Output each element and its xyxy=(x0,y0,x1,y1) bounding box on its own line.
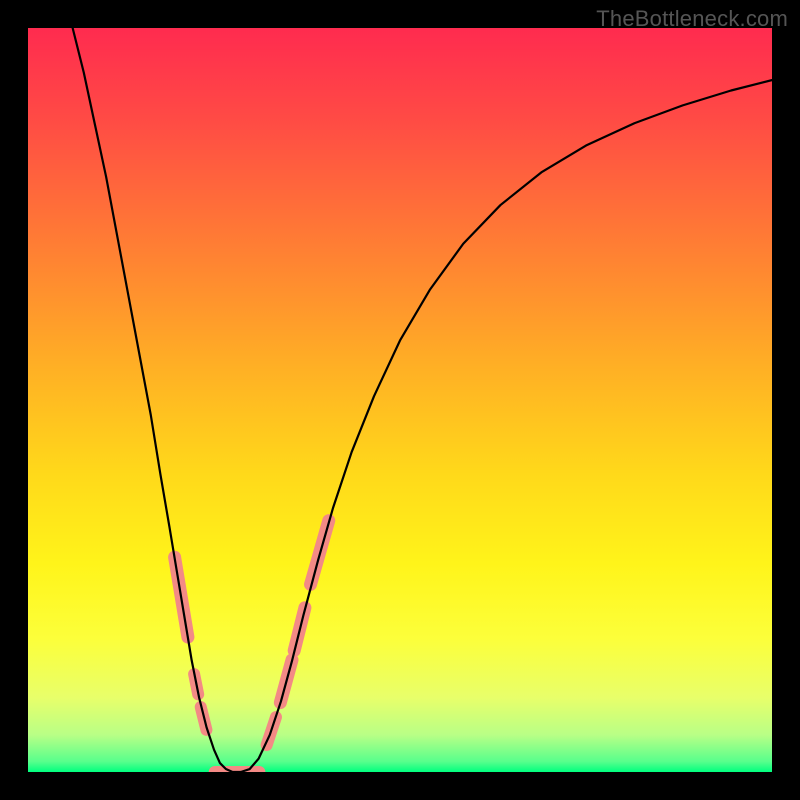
gradient-background xyxy=(28,28,772,772)
plot-area xyxy=(28,28,772,772)
plot-svg xyxy=(28,28,772,772)
watermark-text: TheBottleneck.com xyxy=(596,6,788,32)
